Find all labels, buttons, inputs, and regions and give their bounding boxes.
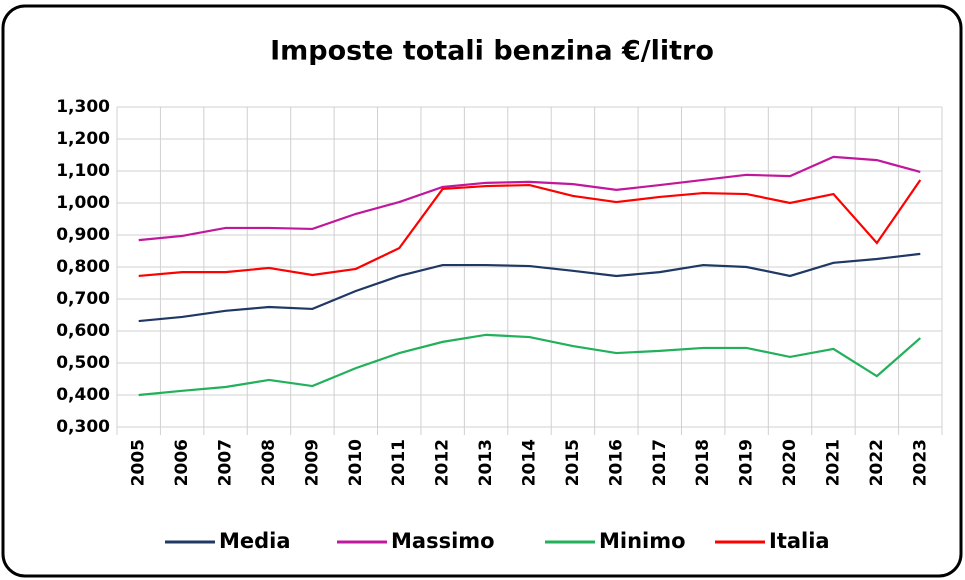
y-tick-label: 1,000	[56, 193, 110, 213]
x-tick-label: 2008	[259, 439, 279, 486]
x-tick-label: 2009	[302, 439, 322, 486]
legend-label: Media	[219, 529, 291, 553]
x-tick-label: 2014	[520, 439, 540, 486]
x-tick-label: 2020	[780, 439, 800, 486]
legend-label: Massimo	[391, 529, 495, 553]
legend-label: Minimo	[599, 529, 686, 553]
x-tick-label: 2011	[389, 439, 409, 486]
x-tick-label: 2016	[606, 439, 626, 486]
series-line	[138, 333, 922, 397]
chart-border	[1, 4, 963, 578]
x-tick-label: 2010	[346, 439, 366, 486]
y-tick-label: 0,900	[56, 225, 110, 245]
x-tick-label: 2021	[823, 439, 843, 486]
x-tick-label: 2019	[737, 439, 757, 486]
x-tick-label: 2018	[693, 439, 713, 486]
y-tick-label: 0,600	[56, 321, 110, 341]
x-tick-label: 2007	[216, 439, 236, 486]
y-tick-label: 0,400	[56, 385, 110, 405]
x-tick-label: 2017	[650, 439, 670, 486]
x-tick-label: 2022	[867, 439, 887, 486]
x-tick-label: 2015	[563, 439, 583, 486]
y-tick-label: 0,500	[56, 353, 110, 373]
x-tick-label: 2006	[172, 439, 192, 486]
y-tick-label: 1,300	[56, 97, 110, 117]
y-tick-label: 1,100	[56, 161, 110, 181]
series-line	[138, 155, 921, 242]
x-tick-label: 2023	[910, 439, 930, 486]
y-tick-label: 0,800	[56, 257, 110, 277]
x-tick-label: 2013	[476, 439, 496, 486]
x-tick-label: 2005	[129, 439, 149, 486]
series-line	[138, 252, 921, 323]
x-tick-label: 2012	[433, 439, 453, 486]
y-tick-label: 0,700	[56, 289, 110, 309]
y-tick-label: 1,200	[56, 129, 110, 149]
series-line	[138, 179, 922, 278]
legend-label: Italia	[769, 529, 830, 553]
y-tick-label: 0,300	[56, 417, 110, 437]
chart-title: Imposte totali benzina €/litro	[270, 36, 714, 67]
